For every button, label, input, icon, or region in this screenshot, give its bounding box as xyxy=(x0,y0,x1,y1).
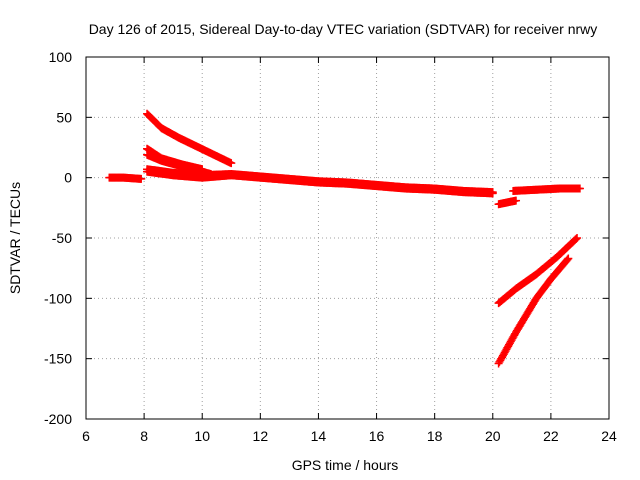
data-point-marker xyxy=(564,254,573,263)
data-point-marker xyxy=(572,234,581,243)
data-point-marker xyxy=(571,235,580,244)
y-tick-label: -150 xyxy=(44,351,72,367)
y-tick-label: 0 xyxy=(64,170,72,186)
data-series xyxy=(494,196,521,209)
x-tick-label: 24 xyxy=(601,428,617,444)
data-point-marker xyxy=(488,189,497,198)
axis-ticks: 6 8 10 12 14 16 18 20 22 24 -200 -150 -100 -50 0 50 100 xyxy=(44,49,617,444)
data-point-marker xyxy=(563,255,572,264)
x-tick-label: 18 xyxy=(427,428,443,444)
data-series xyxy=(494,234,582,308)
y-tick-label: 100 xyxy=(49,49,73,65)
x-tick-label: 12 xyxy=(253,428,269,444)
data-series xyxy=(105,173,146,183)
x-tick-label: 10 xyxy=(194,428,210,444)
x-tick-label: 14 xyxy=(311,428,327,444)
y-tick-label: -100 xyxy=(44,290,72,306)
x-axis-label: GPS time / hours xyxy=(292,457,399,473)
data-marks xyxy=(105,109,584,368)
data-point-marker xyxy=(575,184,584,193)
data-series xyxy=(143,167,497,198)
x-tick-label: 6 xyxy=(82,428,90,444)
data-series xyxy=(143,109,236,168)
chart-title: Day 126 of 2015, Sidereal Day-to-day VTE… xyxy=(89,21,598,37)
data-point-marker xyxy=(512,196,521,205)
grid-lines xyxy=(86,57,609,419)
y-tick-label: -200 xyxy=(44,411,72,427)
y-tick-label: 50 xyxy=(56,109,72,125)
x-tick-label: 22 xyxy=(543,428,559,444)
x-tick-label: 16 xyxy=(369,428,385,444)
y-axis-label: SDTVAR / TECUs xyxy=(7,182,23,294)
data-series xyxy=(509,184,584,195)
data-series xyxy=(494,254,573,368)
data-point-marker xyxy=(573,234,582,242)
y-tick-label: -50 xyxy=(52,230,72,246)
data-point-marker xyxy=(227,159,236,168)
x-tick-label: 8 xyxy=(140,428,148,444)
x-tick-label: 20 xyxy=(485,428,501,444)
data-point-marker xyxy=(137,174,146,183)
